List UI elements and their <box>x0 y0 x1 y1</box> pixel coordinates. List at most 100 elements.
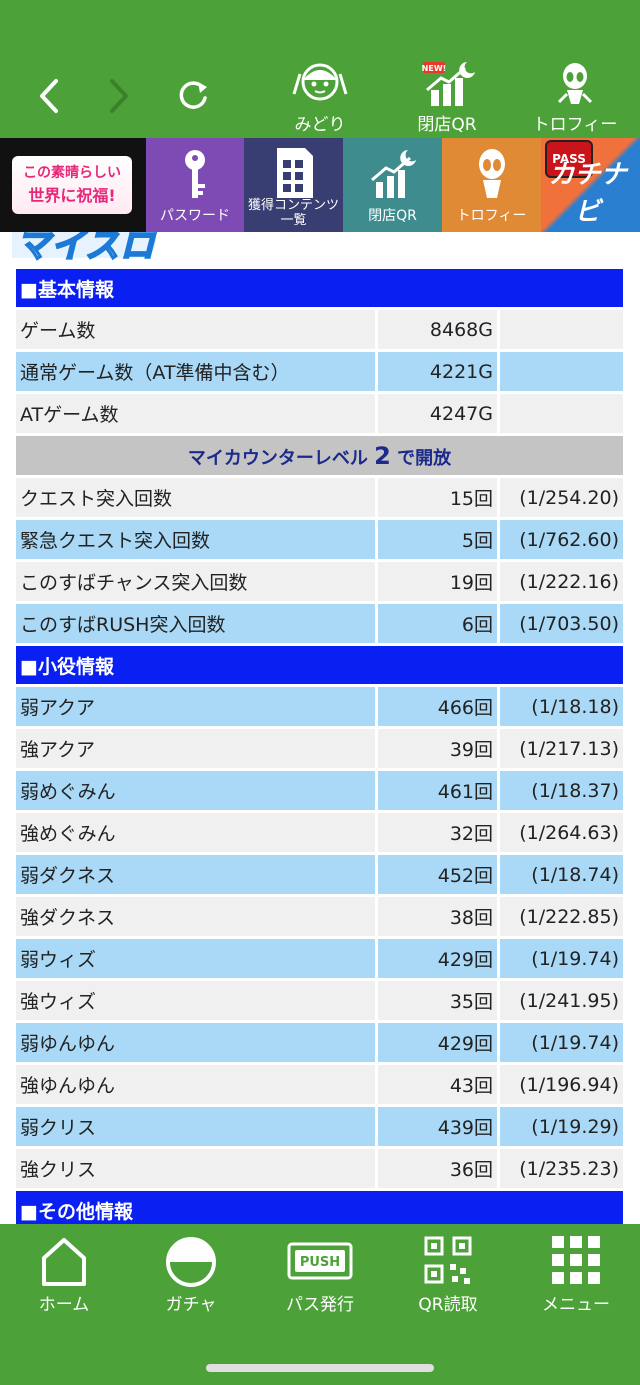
row-name: 弱ウィズ <box>16 939 378 978</box>
row-probability <box>500 310 623 349</box>
row-value: 452回 <box>378 855 500 894</box>
banner-closing-qr-button[interactable]: 閉店QR <box>343 138 442 232</box>
back-arrow-icon[interactable] <box>34 78 64 114</box>
new-badge: NEW! <box>422 64 447 73</box>
level-unlock-row: マイカウンターレベル 2 で開放 <box>16 436 623 475</box>
row-probability: (1/19.29) <box>500 1107 623 1146</box>
table-row: 弱ダクネス 452回 (1/18.74) <box>16 855 623 894</box>
row-value: 4247G <box>378 394 500 433</box>
kachinabi-button[interactable]: PASS カチナビ <box>541 138 640 232</box>
row-value: 32回 <box>378 813 500 852</box>
section-header: ■小役情報 <box>16 646 623 684</box>
row-probability: (1/18.18) <box>500 687 623 726</box>
row-probability: (1/19.74) <box>500 939 623 978</box>
level-number: 2 <box>374 441 391 470</box>
level-suffix: で開放 <box>390 447 452 469</box>
forward-arrow-icon[interactable] <box>104 78 134 114</box>
row-value: 35回 <box>378 981 500 1020</box>
home-label: ホーム <box>38 1295 90 1315</box>
key-icon <box>185 150 205 198</box>
banner-trophy-label: トロフィー <box>456 208 527 224</box>
banner-trophy-button[interactable]: トロフィー <box>442 138 541 232</box>
row-probability: (1/18.74) <box>500 855 623 894</box>
midori-character-icon <box>292 63 348 101</box>
midori-label: みどり <box>294 115 346 135</box>
table-row: 強ゆんゆん 43回 (1/196.94) <box>16 1065 623 1104</box>
row-name: 強クリス <box>16 1149 378 1188</box>
section-title: ■小役情報 <box>20 655 114 678</box>
table-row: 強ウィズ 35回 (1/241.95) <box>16 981 623 1020</box>
closing-chart-icon <box>370 150 416 198</box>
menu-grid-icon <box>552 1236 600 1284</box>
banner-strip: この素晴らしい 世界に祝福! パスワード 獲得コンテンツ一覧 <box>0 138 640 232</box>
row-name: 強アクア <box>16 729 378 768</box>
myslo-logo: マイスロ <box>15 232 155 267</box>
row-probability: (1/217.13) <box>500 729 623 768</box>
trophy-label: トロフィー <box>532 115 618 135</box>
table-row: クエスト突入回数 15回 (1/254.20) <box>16 478 623 517</box>
row-probability: (1/222.85) <box>500 897 623 936</box>
menu-button[interactable]: メニュー <box>521 1234 631 1315</box>
table-row: 弱クリス 439回 (1/19.29) <box>16 1107 623 1146</box>
row-probability <box>500 394 623 433</box>
table-row: このすばチャンス突入回数 19回 (1/222.16) <box>16 562 623 601</box>
row-value: 439回 <box>378 1107 500 1146</box>
trophy-button[interactable]: トロフィー <box>530 60 620 135</box>
row-probability: (1/241.95) <box>500 981 623 1020</box>
row-value: 15回 <box>378 478 500 517</box>
contents-list-label: 獲得コンテンツ一覧 <box>247 198 339 228</box>
row-name: このすばチャンス突入回数 <box>16 562 378 601</box>
midori-button[interactable]: みどり <box>275 60 365 135</box>
alien-trophy-icon <box>557 63 593 104</box>
row-name: 緊急クエスト突入回数 <box>16 520 378 559</box>
password-label: パスワード <box>160 208 230 224</box>
logo-text-bottom: 世界に祝福! <box>28 186 116 205</box>
row-value: 4221G <box>378 352 500 391</box>
table-row: ATゲーム数 4247G <box>16 394 623 433</box>
konosuba-logo-plate: この素晴らしい 世界に祝福! <box>12 156 132 214</box>
row-name: 強ゆんゆん <box>16 1065 378 1104</box>
row-name: ゲーム数 <box>16 310 378 349</box>
kachinabi-label: カチナビ <box>548 160 627 227</box>
myslo-logo-bg <box>12 232 156 258</box>
qr-read-button[interactable]: QR読取 <box>393 1234 503 1315</box>
table-row: 通常ゲーム数（AT準備中含む） 4221G <box>16 352 623 391</box>
level-unlock-text: マイカウンターレベル 2 で開放 <box>16 436 623 475</box>
home-button[interactable]: ホーム <box>9 1234 119 1315</box>
table-row: ゲーム数 8468G <box>16 310 623 349</box>
row-name: 強ダクネス <box>16 897 378 936</box>
table-row: 弱アクア 466回 (1/18.18) <box>16 687 623 726</box>
data-table: ■基本情報 ゲーム数 8468G 通常ゲーム数（AT準備中含む） 4221G ATゲーム数… <box>16 266 623 1224</box>
home-indicator[interactable] <box>206 1364 434 1372</box>
menu-label: メニュー <box>542 1295 610 1315</box>
document-grid-icon <box>276 148 313 198</box>
bottom-nav: ホーム ガチャ PUSH パス発行 QR読取 メニュー <box>0 1224 640 1385</box>
row-name: クエスト突入回数 <box>16 478 378 517</box>
password-button[interactable]: パスワード <box>146 138 244 232</box>
row-name: 弱クリス <box>16 1107 378 1146</box>
row-name: 弱アクア <box>16 687 378 726</box>
banner-closing-qr-label: 閉店QR <box>368 208 417 224</box>
row-probability: (1/18.37) <box>500 771 623 810</box>
row-probability: (1/235.23) <box>500 1149 623 1188</box>
contents-list-button[interactable]: 獲得コンテンツ一覧 <box>244 138 343 232</box>
row-probability: (1/196.94) <box>500 1065 623 1104</box>
closing-qr-button[interactable]: NEW! 閉店QR <box>402 60 492 135</box>
push-ticket-icon: PUSH <box>287 1242 353 1280</box>
closing-qr-label: 閉店QR <box>417 115 477 135</box>
table-row: 緊急クエスト突入回数 5回 (1/762.60) <box>16 520 623 559</box>
push-badge: PUSH <box>300 1255 340 1270</box>
qr-read-label: QR読取 <box>418 1295 478 1315</box>
gacha-button[interactable]: ガチャ <box>136 1234 246 1315</box>
row-value: 6回 <box>378 604 500 643</box>
row-name: このすばRUSH突入回数 <box>16 604 378 643</box>
konosuba-logo[interactable]: この素晴らしい 世界に祝福! <box>0 138 146 232</box>
row-value: 429回 <box>378 939 500 978</box>
pass-issue-button[interactable]: PUSH パス発行 <box>265 1234 375 1315</box>
table-row: 弱ゆんゆん 429回 (1/19.74) <box>16 1023 623 1062</box>
row-value: 5回 <box>378 520 500 559</box>
row-probability: (1/762.60) <box>500 520 623 559</box>
pass-issue-label: パス発行 <box>286 1295 354 1315</box>
reload-icon[interactable] <box>176 78 210 114</box>
logo-text-top: この素晴らしい <box>23 165 121 181</box>
